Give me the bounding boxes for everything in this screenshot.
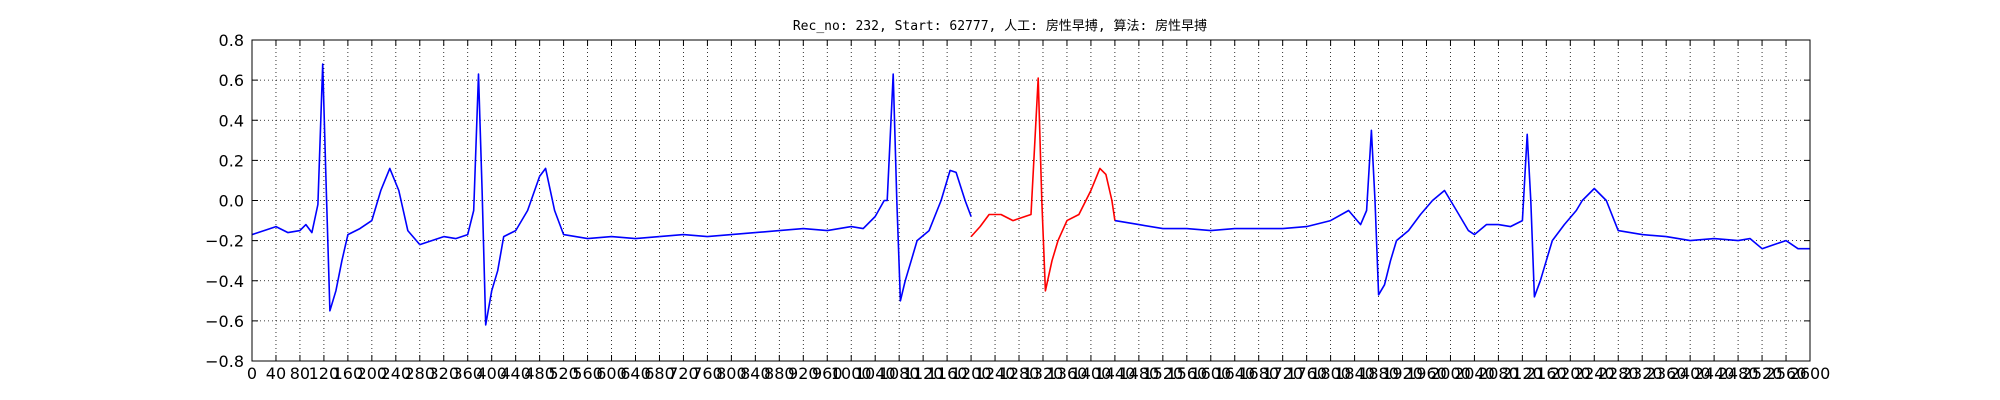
x-tick-label: 1200	[951, 364, 992, 383]
x-tick-label: 1760	[1286, 364, 1327, 383]
x-tick-label: 2520	[1742, 364, 1783, 383]
x-tick-label: 2280	[1598, 364, 1639, 383]
x-tick-label: 2440	[1694, 364, 1735, 383]
x-tick-labels: 0 40 8012016020024028032036040044048052056…	[247, 364, 1830, 383]
y-tick-label: −0.2	[205, 232, 244, 251]
x-tick-label: 680	[644, 364, 675, 383]
x-tick-label: 2120	[1502, 364, 1543, 383]
x-tick-label: 1840	[1334, 364, 1375, 383]
x-tick-label: 1040	[855, 364, 896, 383]
x-tick-label: 1640	[1214, 364, 1255, 383]
x-tick-label: 880	[764, 364, 795, 383]
x-tick-label: 200	[357, 364, 388, 383]
x-tick-label: 1560	[1166, 364, 1207, 383]
x-tick-label: 720	[668, 364, 699, 383]
x-tick-label: 2320	[1622, 364, 1663, 383]
x-tick-label: 1000	[831, 364, 872, 383]
y-tick-labels: 0.8 0.6 0.4 0.2 0.0 −0.2 −0.4 −0.6 −0.8	[205, 31, 244, 371]
x-tick-label: 840	[740, 364, 771, 383]
x-tick-label: 1280	[999, 364, 1040, 383]
x-tick-label: 40	[266, 364, 286, 383]
x-tick-label: 2160	[1526, 364, 1567, 383]
x-tick-label: 80	[290, 364, 310, 383]
x-tick-label: 240	[381, 364, 412, 383]
x-tick-label: 320	[428, 364, 459, 383]
y-tick-label: 0.8	[219, 31, 244, 50]
ecg-trace-blue-2	[1114, 129, 1810, 298]
x-tick-label: 1480	[1119, 364, 1160, 383]
x-tick-label: 1600	[1190, 364, 1231, 383]
x-tick-label: 1800	[1310, 364, 1351, 383]
x-tick-label: 2000	[1430, 364, 1471, 383]
x-tick-label: 2560	[1766, 364, 1807, 383]
x-tick-label: 400	[476, 364, 507, 383]
x-tick-label: 1320	[1023, 364, 1064, 383]
axis-ticks	[251, 39, 1811, 362]
y-tick-label: 0.4	[219, 111, 244, 130]
ecg-trace-blue-0	[251, 63, 972, 326]
x-tick-label: 1440	[1095, 364, 1136, 383]
x-tick-label: 960	[812, 364, 843, 383]
x-tick-label: 1680	[1238, 364, 1279, 383]
x-tick-label: 1240	[975, 364, 1016, 383]
y-tick-label: 0.0	[219, 192, 244, 211]
x-tick-label: 2600	[1790, 364, 1831, 383]
x-tick-label: 2200	[1550, 364, 1591, 383]
y-tick-label: 0.2	[219, 151, 244, 170]
x-tick-label: 1960	[1406, 364, 1447, 383]
x-tick-label: 1400	[1071, 364, 1112, 383]
y-tick-label: −0.6	[205, 312, 244, 331]
x-tick-label: 1520	[1142, 364, 1183, 383]
chart-title: Rec_no: 232, Start: 62777, 人工: 房性早搏, 算法:…	[793, 18, 1207, 34]
x-tick-label: 1360	[1047, 364, 1088, 383]
x-tick-label: 160	[333, 364, 364, 383]
x-tick-label: 1920	[1382, 364, 1423, 383]
x-tick-label: 1080	[879, 364, 920, 383]
x-tick-label: 2400	[1670, 364, 1711, 383]
x-tick-label: 1120	[903, 364, 944, 383]
x-tick-label: 120	[309, 364, 340, 383]
x-tick-label: 2360	[1646, 364, 1687, 383]
x-tick-label: 2080	[1478, 364, 1519, 383]
x-tick-label: 2040	[1454, 364, 1495, 383]
x-tick-label: 520	[548, 364, 579, 383]
x-tick-label: 640	[620, 364, 651, 383]
ecg-trace-red-1	[970, 77, 1116, 292]
ecg-traces	[251, 63, 1810, 326]
x-tick-label: 1160	[927, 364, 968, 383]
x-tick-label: 800	[716, 364, 747, 383]
x-tick-label: 440	[500, 364, 531, 383]
y-tick-label: 0.6	[219, 71, 244, 90]
x-tick-label: 2240	[1574, 364, 1615, 383]
x-tick-label: 0	[247, 364, 257, 383]
x-tick-label: 480	[524, 364, 555, 383]
x-tick-label: 600	[596, 364, 627, 383]
y-tick-label: −0.4	[205, 272, 244, 291]
x-tick-label: 560	[572, 364, 603, 383]
x-tick-label: 2480	[1718, 364, 1759, 383]
x-tick-label: 360	[452, 364, 483, 383]
x-tick-label: 1880	[1358, 364, 1399, 383]
x-tick-label: 1720	[1262, 364, 1303, 383]
x-tick-label: 760	[692, 364, 723, 383]
x-tick-label: 920	[788, 364, 819, 383]
y-tick-label: −0.8	[205, 352, 244, 371]
x-tick-label: 280	[405, 364, 436, 383]
